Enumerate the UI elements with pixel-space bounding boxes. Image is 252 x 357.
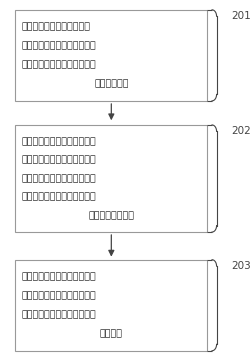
Text: 高到低进行拓扑到众核架构的: 高到低进行拓扑到众核架构的 xyxy=(21,310,96,319)
FancyBboxPatch shape xyxy=(15,10,207,101)
Text: 优先级和众核架构资源，指定: 优先级和众核架构资源，指定 xyxy=(21,156,96,165)
Text: 靠性计算，生成每个节点可靠: 靠性计算，生成每个节点可靠 xyxy=(21,60,96,69)
Text: 留的邻近空闲核数，生成可靠: 留的邻近空闲核数，生成可靠 xyxy=(21,192,96,201)
Text: 优先级和系统运算拓扑图，从: 优先级和系统运算拓扑图，从 xyxy=(21,291,96,300)
Text: 将每个节点，根据可靠性保障: 将每个节点，根据可靠性保障 xyxy=(21,272,96,281)
Text: 201: 201 xyxy=(231,11,250,21)
Text: 202: 202 xyxy=(231,126,250,136)
Text: 对每个节点，根据可靠性保障: 对每个节点，根据可靠性保障 xyxy=(21,137,96,146)
Text: 203: 203 xyxy=(231,261,250,271)
Text: 性保障优先级: 性保障优先级 xyxy=(94,79,128,88)
FancyBboxPatch shape xyxy=(15,125,207,232)
FancyBboxPatch shape xyxy=(15,260,207,351)
Text: 性保障优先级列表: 性保障优先级列表 xyxy=(88,211,134,220)
Text: 映射配置: 映射配置 xyxy=(100,329,122,338)
Text: 或者自动生成每个节点需要预: 或者自动生成每个节点需要预 xyxy=(21,174,96,183)
Text: 图，为每一个节点任务进行可: 图，为每一个节点任务进行可 xyxy=(21,41,96,50)
Text: 对于一个众核系统任务拓扑: 对于一个众核系统任务拓扑 xyxy=(21,22,90,31)
